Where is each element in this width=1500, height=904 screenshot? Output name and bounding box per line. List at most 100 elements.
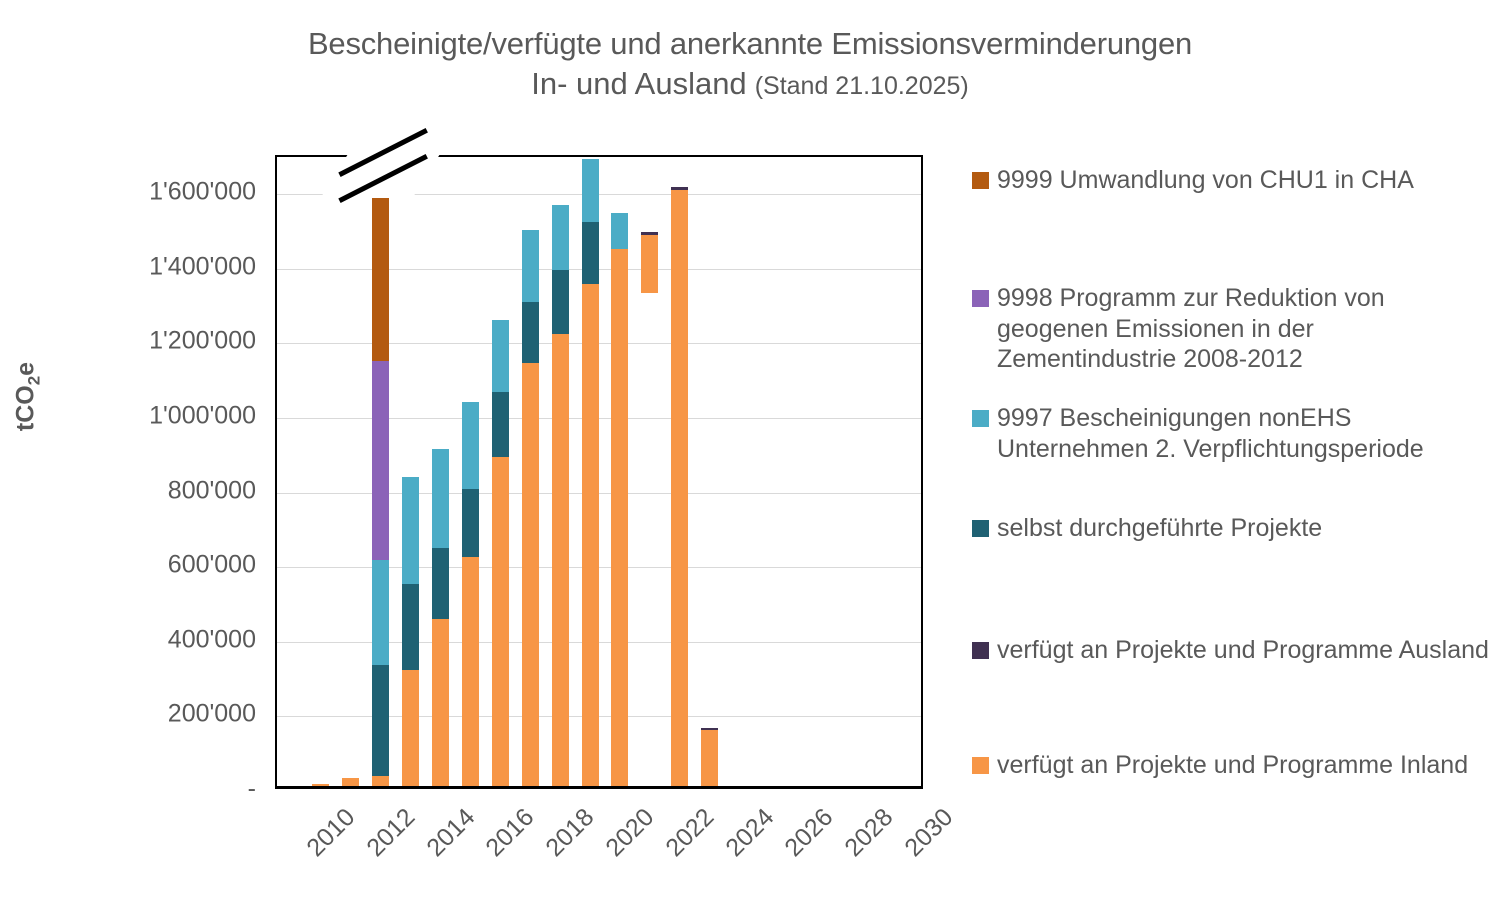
gridline [277,417,921,419]
x-axis-tick-label-2012: 2012 [361,803,421,863]
bar-segment-ausland [701,727,719,731]
bar-segment-chu1 [372,183,390,362]
legend-item-label: verfügt an Projekte und Programme Auslan… [997,636,1489,664]
x-axis-tick-label-2014: 2014 [420,803,481,863]
legend-item-5[interactable]: verfügt an Projekte und Programme Inland [972,750,1492,781]
bar-2017[interactable] [491,319,509,786]
chart-title-block: Bescheinigte/verfügte und anerkannte Emi… [0,24,1500,103]
bar-segment-inland [641,234,659,294]
gridline [277,716,921,718]
bar-segment-selbst [432,547,449,619]
bar-segment-nonehs [402,477,420,584]
bar-segment-selbst [372,665,390,776]
bar-2021[interactable] [611,212,629,786]
x-axis-tick-label-2030: 2030 [899,803,959,863]
bar-2019[interactable] [551,204,569,786]
bar-2015[interactable] [432,448,449,786]
y-axis-tick-label: 800'000 [167,476,256,504]
legend-item-label: verfügt an Projekte und Programme Inland [997,751,1469,779]
bar-2013[interactable] [372,183,390,786]
bar-segment-inland [551,333,569,786]
legend-item-2[interactable]: 9997 Bescheinigungen nonEHS Unternehmen … [972,403,1492,464]
y-axis-tick-label: 1'600'000 [149,177,256,206]
bar-segment-ausland [641,232,659,235]
gridline [277,268,921,270]
bar-2024[interactable] [701,727,719,786]
legend-item-1[interactable]: 9998 Programm zur Reduktion von geogenen… [972,283,1492,375]
bar-segment-inland [402,670,420,786]
bar-2011[interactable] [312,784,330,786]
bar-segment-selbst [551,269,569,334]
x-axis-tick-label-2010: 2010 [301,803,361,863]
y-axis-tick-label: 1'400'000 [149,252,256,281]
x-axis-tick-label-2022: 2022 [660,803,720,863]
bar-segment-nonehs [432,448,449,548]
chart-title-status: (Stand 21.10.2025) [754,71,969,100]
y-axis-tick-label: 200'000 [167,699,256,728]
gridline [277,194,921,195]
chart-title-line-2: In- und Ausland (Stand 21.10.2025) [0,64,1500,104]
legend-swatch-icon [972,172,989,189]
bar-segment-selbst [581,222,599,285]
bar-segment-nonehs [611,212,629,249]
gridline [277,641,921,643]
bar-segment-zement [372,361,390,560]
y-axis-tick-label: 1'000'000 [149,401,256,430]
legend-item-3[interactable]: selbst durchgeführte Projekte [972,513,1492,544]
legend-item-0[interactable]: 9999 Umwandlung von CHU1 in CHA [972,165,1492,196]
bar-2022[interactable] [641,232,659,786]
bar-segment-inland [611,248,629,786]
bar-segment-nonehs [551,204,569,270]
bar-segment-nonehs [372,559,390,666]
bar-segment-inland [342,777,360,786]
bar-segment-nonehs [461,402,479,490]
bar-segment-nonehs [581,158,599,223]
plot-area [275,155,923,789]
bar-2014[interactable] [402,477,420,786]
bar-segment-nonehs [491,319,509,392]
x-axis-tick-label-2016: 2016 [480,803,540,863]
legend-item-label: 9998 Programm zur Reduktion von geogenen… [997,284,1385,373]
bar-segment-selbst [402,583,420,671]
legend-item-label: 9999 Umwandlung von CHU1 in CHA [997,166,1414,194]
x-axis-tick-label-2020: 2020 [600,803,660,863]
legend-swatch-icon [972,642,989,659]
gridline [277,343,921,345]
bar-segment-inland [671,190,689,786]
x-axis-tick-label-2024: 2024 [719,803,780,863]
gridline [277,567,921,569]
y-axis-tick-label: - [247,774,256,803]
bar-segment-inland [432,618,449,786]
bar-segment-selbst [491,391,509,457]
legend-item-4[interactable]: verfügt an Projekte und Programme Auslan… [972,635,1492,666]
bar-2023[interactable] [671,186,689,786]
x-axis-tick-label-2018: 2018 [540,803,600,863]
bar-2012[interactable] [342,777,360,786]
chart-title-line-1: Bescheinigte/verfügte und anerkannte Emi… [307,26,1193,61]
bar-segment-selbst [461,489,479,557]
bar-segment-inland [312,784,330,786]
y-axis-tick-label: 1'200'000 [149,326,256,355]
bar-2018[interactable] [521,230,539,786]
gridline [277,492,921,494]
legend-swatch-icon [972,757,989,774]
legend-item-label: selbst durchgeführte Projekte [997,514,1323,542]
x-axis-tick-label-2026: 2026 [779,803,839,863]
bar-segment-inland [372,775,390,786]
bar-segment-inland [521,362,539,786]
bar-segment-inland [701,730,719,786]
legend-swatch-icon [972,520,989,537]
y-axis-tick-label: 400'000 [167,625,256,654]
bar-segment-inland [581,284,599,786]
legend-swatch-icon [972,290,989,307]
legend-swatch-icon [972,410,989,427]
legend-item-label: 9997 Bescheinigungen nonEHS Unternehmen … [997,404,1424,463]
bar-segment-inland [491,456,509,786]
bar-segment-nonehs [521,230,539,302]
bar-segment-inland [461,556,479,786]
y-axis-title: tCO2e [11,361,44,432]
chart-title-subject: In- und Ausland [531,65,747,101]
bar-2020[interactable] [581,158,599,786]
bar-2016[interactable] [461,402,479,786]
